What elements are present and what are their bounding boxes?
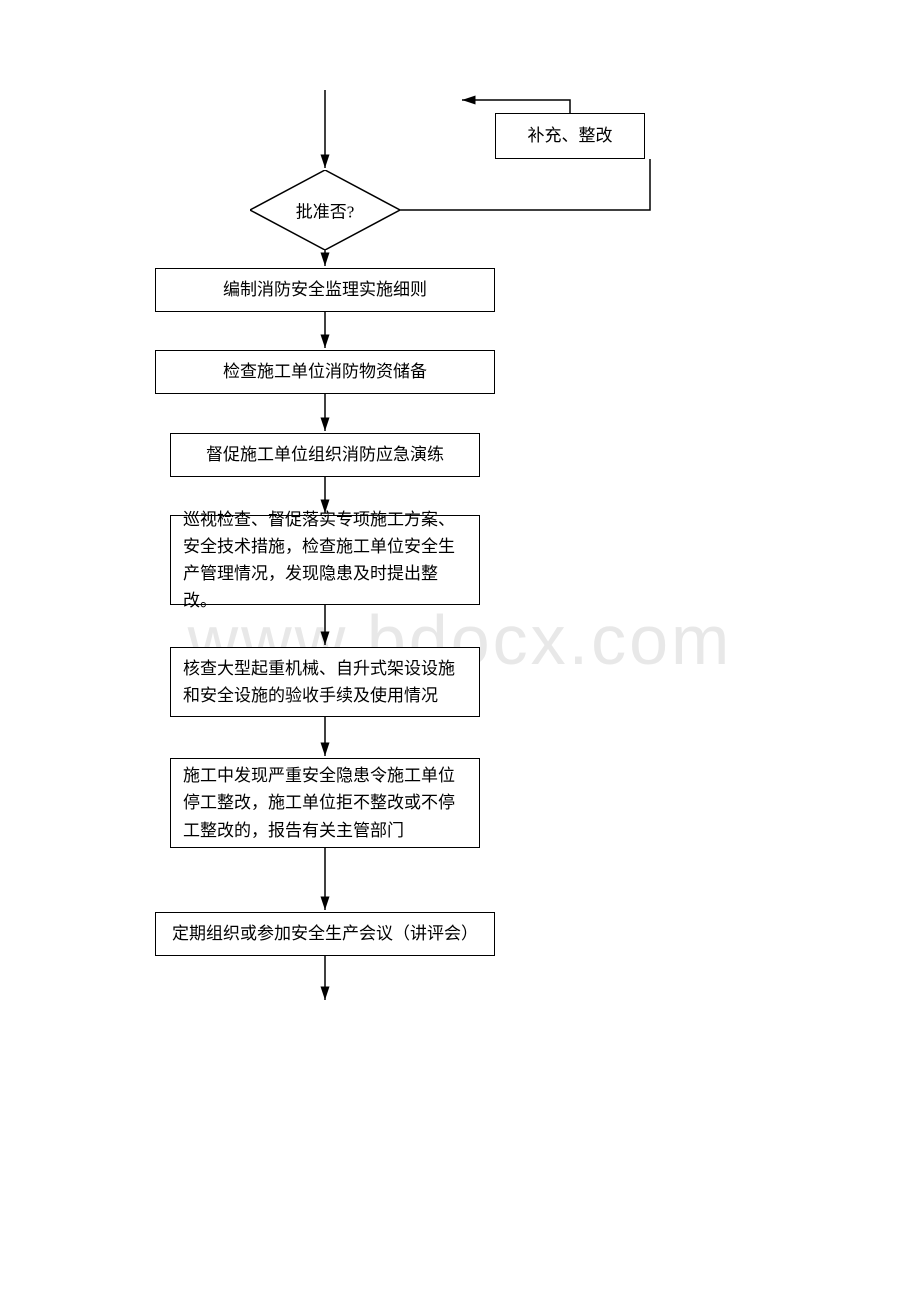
connectors [0, 0, 920, 1302]
